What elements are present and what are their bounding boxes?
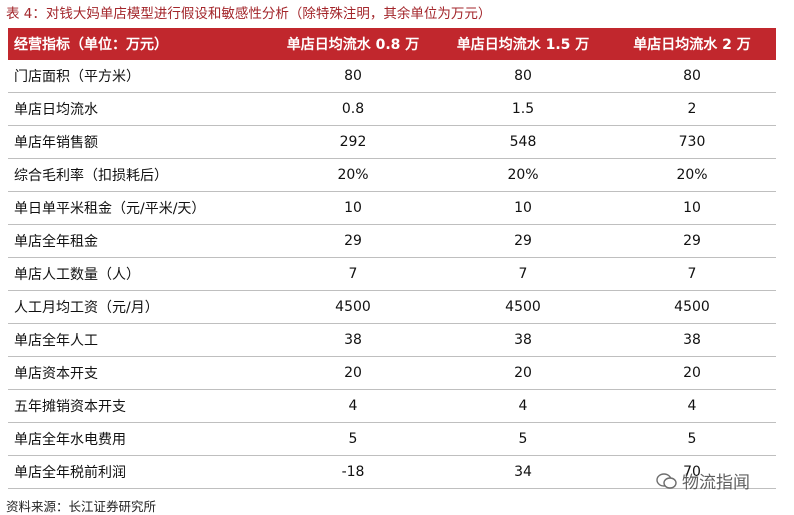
table-row: 单店日均流水 0.8 1.5 2 (8, 92, 776, 126)
table-row: 单店全年人工 38 38 38 (8, 323, 776, 357)
row-label: 单店全年人工 (8, 323, 268, 357)
table-body: 门店面积（平方米） 80 80 80 单店日均流水 0.8 1.5 2 单店年销售额 292 548… (8, 60, 776, 489)
table-cell: 4500 (438, 290, 608, 324)
header-cell: 单店日均流水 2 万 (608, 28, 776, 60)
table-cell: 10 (268, 191, 438, 225)
row-label: 单店年销售额 (8, 125, 268, 159)
table-row: 单店全年税前利润 -18 34 70 (8, 455, 776, 489)
table-cell: 20% (608, 158, 776, 192)
watermark-text: 物流指闻 (682, 473, 750, 493)
table-cell: 20 (438, 356, 608, 390)
table-cell: 4 (438, 389, 608, 423)
table-cell: 7 (268, 257, 438, 291)
table-cell: 0.8 (268, 92, 438, 126)
table-row: 单店人工数量（人） 7 7 7 (8, 257, 776, 291)
table-cell: 292 (268, 125, 438, 159)
table-cell: 80 (438, 60, 608, 93)
table-cell: 10 (438, 191, 608, 225)
row-label: 单日单平米租金（元/平米/天） (8, 191, 268, 225)
row-label: 单店资本开支 (8, 356, 268, 390)
row-label: 综合毛利率（扣损耗后） (8, 158, 268, 192)
table-row: 单日单平米租金（元/平米/天） 10 10 10 (8, 191, 776, 225)
row-label: 五年摊销资本开支 (8, 389, 268, 423)
wechat-icon (656, 472, 677, 489)
table-cell: 5 (438, 422, 608, 456)
header-cell: 单店日均流水 0.8 万 (268, 28, 438, 60)
table-cell: 5 (608, 422, 776, 456)
table-cell: 4 (608, 389, 776, 423)
table-row: 单店资本开支 20 20 20 (8, 356, 776, 390)
table-cell: 38 (608, 323, 776, 357)
table-cell: 4 (268, 389, 438, 423)
source-note: 资料来源：长江证券研究所 (6, 499, 157, 514)
table-cell: 38 (438, 323, 608, 357)
table: 经营指标（单位：万元） 单店日均流水 0.8 万单店日均流水 1.5 万单店日均流… (8, 28, 776, 489)
row-label: 单店人工数量（人） (8, 257, 268, 291)
table-row: 人工月均工资（元/月） 4500 4500 4500 (8, 290, 776, 324)
table-cell: 730 (608, 125, 776, 159)
table-cell: 20% (438, 158, 608, 192)
table-cell: 34 (438, 455, 608, 489)
table-row: 单店全年租金 29 29 29 (8, 224, 776, 258)
table-cell: 80 (268, 60, 438, 93)
table-cell: 20 (268, 356, 438, 390)
table-cell: 4500 (268, 290, 438, 324)
row-label: 单店日均流水 (8, 92, 268, 126)
table-cell: 7 (608, 257, 776, 291)
table-cell: 20 (608, 356, 776, 390)
table-cell: 5 (268, 422, 438, 456)
table-cell: 70 (608, 455, 776, 489)
table-title: 表 4：对钱大妈单店模型进行假设和敏感性分析（除特殊注明，其余单位为万元） (6, 6, 492, 22)
row-label: 单店全年租金 (8, 224, 268, 258)
table-cell: 10 (608, 191, 776, 225)
header-cell: 经营指标（单位：万元） (8, 28, 268, 60)
table-cell: 7 (438, 257, 608, 291)
table-row: 门店面积（平方米） 80 80 80 (8, 60, 776, 93)
row-label: 单店全年税前利润 (8, 455, 268, 489)
table-cell: -18 (268, 455, 438, 489)
table-cell: 548 (438, 125, 608, 159)
row-label: 人工月均工资（元/月） (8, 290, 268, 324)
table-cell: 4500 (608, 290, 776, 324)
table-row: 单店全年水电费用 5 5 5 (8, 422, 776, 456)
header-row: 经营指标（单位：万元） 单店日均流水 0.8 万单店日均流水 1.5 万单店日均流… (8, 28, 776, 60)
header-cell: 单店日均流水 1.5 万 (438, 28, 608, 60)
row-label: 单店全年水电费用 (8, 422, 268, 456)
table-row: 综合毛利率（扣损耗后） 20% 20% 20% (8, 158, 776, 192)
table-cell: 80 (608, 60, 776, 93)
table-cell: 20% (268, 158, 438, 192)
row-label: 门店面积（平方米） (8, 60, 268, 93)
table-cell: 1.5 (438, 92, 608, 126)
table-cell: 2 (608, 92, 776, 126)
table-row: 单店年销售额 292 548 730 (8, 125, 776, 159)
table-cell: 38 (268, 323, 438, 357)
table-cell: 29 (608, 224, 776, 258)
table-cell: 29 (268, 224, 438, 258)
table-cell: 29 (438, 224, 608, 258)
table-row: 五年摊销资本开支 4 4 4 (8, 389, 776, 423)
watermark: 物流指闻 (656, 468, 750, 493)
